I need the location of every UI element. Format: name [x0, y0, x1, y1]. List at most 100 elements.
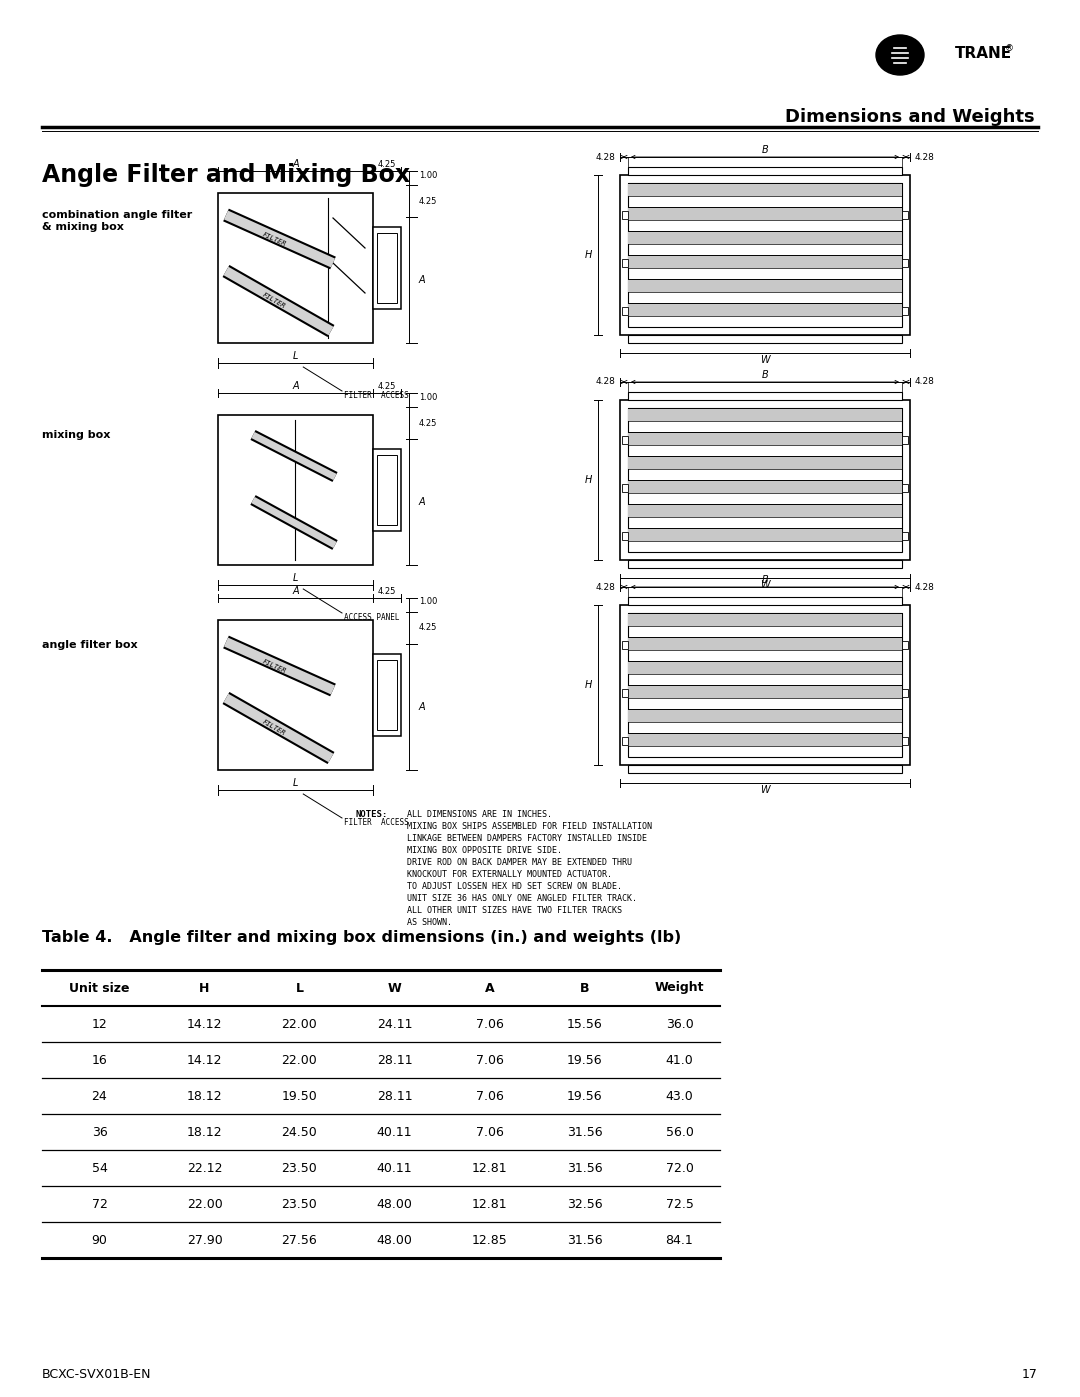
Text: 7.06: 7.06: [475, 1126, 503, 1139]
Text: H: H: [584, 475, 592, 485]
Text: 72.5: 72.5: [665, 1197, 693, 1210]
Bar: [627, 597, 902, 605]
Bar: [627, 183, 902, 327]
Text: 24.50: 24.50: [282, 1126, 318, 1139]
Text: FILTER  ACCESS: FILTER ACCESS: [345, 391, 408, 400]
Text: H: H: [584, 250, 592, 260]
Bar: [373, 226, 401, 309]
Bar: [622, 211, 627, 219]
Bar: [627, 637, 902, 650]
Text: FILTER  ACCESS: FILTER ACCESS: [345, 819, 408, 827]
Bar: [627, 528, 902, 541]
Text: 40.11: 40.11: [377, 1161, 413, 1175]
Text: 17: 17: [1022, 1368, 1038, 1382]
Text: DRIVE ROD ON BACK DAMPER MAY BE EXTENDED THRU: DRIVE ROD ON BACK DAMPER MAY BE EXTENDED…: [407, 858, 632, 868]
Bar: [627, 408, 902, 552]
Text: 22.00: 22.00: [282, 1017, 318, 1031]
Text: 4.25: 4.25: [419, 623, 437, 633]
Text: 1.00: 1.00: [419, 598, 437, 606]
Bar: [902, 532, 908, 541]
Bar: [377, 455, 397, 525]
Text: TRANE: TRANE: [955, 46, 1012, 61]
Bar: [902, 736, 908, 745]
Text: 90: 90: [92, 1234, 107, 1246]
Bar: [627, 613, 902, 757]
Bar: [627, 685, 902, 698]
Bar: [627, 256, 902, 268]
Text: W: W: [760, 580, 770, 590]
Bar: [627, 733, 902, 746]
Text: FILTER: FILTER: [261, 231, 287, 247]
Bar: [902, 483, 908, 492]
Text: A: A: [419, 497, 426, 507]
Text: A: A: [293, 585, 299, 597]
Text: ACCESS PANEL: ACCESS PANEL: [345, 613, 400, 622]
Bar: [377, 233, 397, 303]
Text: 12.85: 12.85: [472, 1234, 508, 1246]
Text: 7.06: 7.06: [475, 1053, 503, 1066]
Bar: [622, 641, 627, 650]
Text: 1.00: 1.00: [419, 393, 437, 401]
Bar: [627, 408, 902, 422]
Text: Table 4.   Angle filter and mixing box dimensions (in.) and weights (lb): Table 4. Angle filter and mixing box dim…: [42, 930, 681, 944]
Text: A: A: [485, 982, 495, 995]
Text: A: A: [293, 381, 299, 391]
Text: 41.0: 41.0: [665, 1053, 693, 1066]
Text: 48.00: 48.00: [377, 1234, 413, 1246]
Text: 23.50: 23.50: [282, 1161, 318, 1175]
Text: H: H: [200, 982, 210, 995]
Bar: [622, 258, 627, 267]
Text: 32.56: 32.56: [567, 1197, 603, 1210]
Text: 15.56: 15.56: [567, 1017, 603, 1031]
Bar: [627, 335, 902, 344]
Text: 56.0: 56.0: [665, 1126, 693, 1139]
Text: 4.28: 4.28: [595, 583, 615, 591]
Text: 54: 54: [92, 1161, 107, 1175]
Text: 22.00: 22.00: [187, 1197, 222, 1210]
Bar: [622, 436, 627, 444]
Text: 14.12: 14.12: [187, 1017, 222, 1031]
Bar: [627, 231, 902, 244]
Ellipse shape: [876, 35, 924, 75]
Text: A: A: [419, 703, 426, 712]
Text: H: H: [584, 680, 592, 690]
Text: 27.90: 27.90: [187, 1234, 222, 1246]
Text: 72.0: 72.0: [665, 1161, 693, 1175]
Text: 18.12: 18.12: [187, 1126, 222, 1139]
Text: 19.50: 19.50: [282, 1090, 318, 1102]
Bar: [627, 613, 902, 626]
Text: 7.06: 7.06: [475, 1017, 503, 1031]
Text: 4.28: 4.28: [915, 152, 935, 162]
Text: L: L: [293, 778, 298, 788]
Text: 48.00: 48.00: [377, 1197, 413, 1210]
Text: 7.06: 7.06: [475, 1090, 503, 1102]
Text: 31.56: 31.56: [567, 1161, 603, 1175]
Text: 27.56: 27.56: [282, 1234, 318, 1246]
Text: 4.28: 4.28: [915, 583, 935, 591]
Text: FILTER: FILTER: [261, 719, 286, 738]
Bar: [622, 483, 627, 492]
Bar: [622, 306, 627, 314]
Text: combination angle filter
& mixing box: combination angle filter & mixing box: [42, 210, 192, 232]
Bar: [627, 207, 902, 221]
Text: Weight: Weight: [654, 982, 704, 995]
Bar: [622, 736, 627, 745]
Bar: [902, 641, 908, 650]
Text: 4.25: 4.25: [419, 197, 437, 205]
Text: 22.12: 22.12: [187, 1161, 222, 1175]
Text: 24: 24: [92, 1090, 107, 1102]
Text: KNOCKOUT FOR EXTERNALLY MOUNTED ACTUATOR.: KNOCKOUT FOR EXTERNALLY MOUNTED ACTUATOR…: [407, 870, 612, 879]
Text: 4.28: 4.28: [595, 377, 615, 387]
Text: 28.11: 28.11: [377, 1090, 413, 1102]
Text: 84.1: 84.1: [665, 1234, 693, 1246]
Text: MIXING BOX OPPOSITE DRIVE SIDE.: MIXING BOX OPPOSITE DRIVE SIDE.: [407, 847, 562, 855]
Bar: [377, 659, 397, 731]
Bar: [627, 504, 902, 517]
Text: 24.11: 24.11: [377, 1017, 413, 1031]
Text: 36: 36: [92, 1126, 107, 1139]
Text: 12.81: 12.81: [472, 1161, 508, 1175]
Text: Unit size: Unit size: [69, 982, 130, 995]
Bar: [627, 432, 902, 446]
Text: A: A: [293, 159, 299, 169]
Text: MIXING BOX SHIPS ASSEMBLED FOR FIELD INSTALLATION: MIXING BOX SHIPS ASSEMBLED FOR FIELD INS…: [407, 821, 652, 831]
